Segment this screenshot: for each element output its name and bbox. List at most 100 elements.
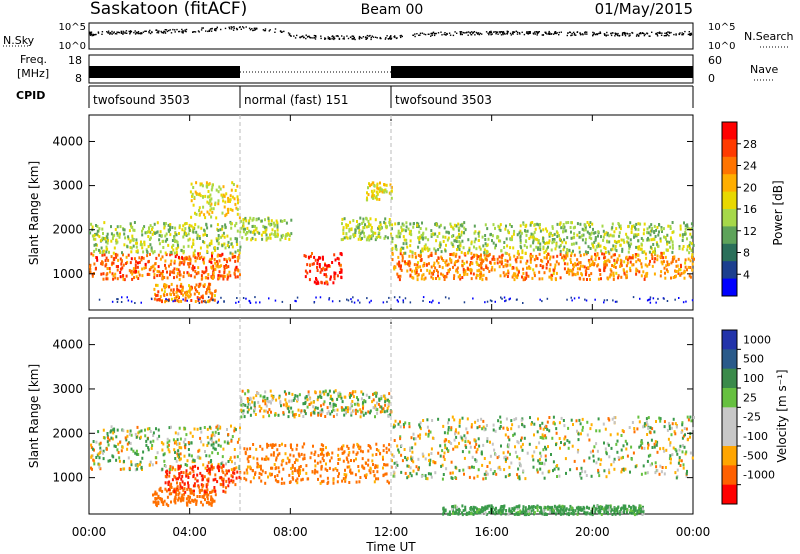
velocity-cell bbox=[124, 436, 127, 440]
velocity-cell bbox=[668, 457, 671, 461]
power-cell bbox=[669, 227, 672, 230]
power-cell bbox=[137, 270, 140, 274]
nsky-point bbox=[689, 33, 691, 36]
power-cell bbox=[594, 254, 597, 258]
power-cell bbox=[603, 256, 605, 260]
power-cell bbox=[169, 228, 171, 232]
velocity-cell bbox=[386, 409, 389, 413]
velocity-cell bbox=[118, 459, 121, 463]
nsky-point bbox=[314, 35, 317, 37]
power-cell bbox=[147, 235, 150, 238]
power-cell bbox=[221, 195, 224, 199]
velocity-cell bbox=[140, 466, 143, 470]
power-cell bbox=[408, 254, 411, 258]
velocity-cell bbox=[110, 436, 113, 440]
power-cell bbox=[379, 187, 382, 191]
power-cell bbox=[565, 221, 568, 225]
power-cell bbox=[657, 297, 659, 300]
velocity-cell bbox=[337, 447, 340, 451]
power-cell bbox=[616, 257, 619, 261]
power-cell bbox=[191, 266, 194, 270]
power-cell bbox=[122, 253, 124, 257]
power-cell bbox=[137, 261, 139, 265]
nsky-point bbox=[264, 29, 267, 32]
velocity-cell bbox=[533, 433, 535, 437]
power-cell bbox=[123, 232, 126, 236]
velocity-cell bbox=[322, 453, 325, 457]
power-cell bbox=[178, 232, 180, 235]
power-cell bbox=[607, 250, 610, 254]
power-cell bbox=[244, 227, 246, 231]
power-cell bbox=[409, 274, 412, 278]
velocity-cell bbox=[212, 446, 215, 450]
velocity-cell bbox=[341, 479, 344, 483]
nsky-point bbox=[107, 30, 110, 32]
velocity-cell bbox=[193, 459, 196, 463]
velocity-cell bbox=[317, 454, 320, 458]
velocity-cell bbox=[214, 430, 217, 434]
velocity-cell bbox=[382, 457, 384, 461]
velocity-cell bbox=[180, 470, 183, 474]
velocity-cell bbox=[135, 435, 138, 439]
power-cell bbox=[195, 283, 198, 287]
power-cell bbox=[315, 277, 317, 280]
power-cell bbox=[198, 209, 200, 213]
power-cell bbox=[430, 254, 433, 257]
power-cell bbox=[193, 266, 196, 270]
power-cell bbox=[186, 299, 188, 302]
power-cell bbox=[493, 268, 496, 272]
velocity-cell bbox=[274, 443, 277, 447]
power-cell bbox=[96, 256, 98, 260]
nsky-point bbox=[610, 32, 612, 35]
power-cell bbox=[443, 274, 445, 278]
power-cell bbox=[146, 273, 149, 276]
power-cell bbox=[409, 239, 412, 243]
power-cell bbox=[604, 247, 607, 251]
power-cell bbox=[436, 259, 438, 263]
power-cell bbox=[178, 263, 181, 267]
power-cell bbox=[402, 235, 405, 239]
power-cell bbox=[409, 244, 412, 248]
power-cell bbox=[571, 270, 574, 274]
power-cell bbox=[210, 207, 213, 211]
power-cell bbox=[340, 238, 343, 242]
velocity-cell bbox=[170, 425, 172, 429]
power-cell bbox=[164, 222, 167, 225]
power-cell bbox=[234, 268, 237, 272]
power-cell bbox=[642, 238, 645, 242]
velocity-cell bbox=[291, 476, 294, 480]
power-cell bbox=[172, 243, 175, 247]
power-cell bbox=[103, 237, 106, 240]
velocity-cell bbox=[376, 408, 379, 412]
power-cell bbox=[172, 288, 175, 292]
power-cell bbox=[400, 225, 403, 229]
power-cell bbox=[486, 227, 489, 231]
power-cell bbox=[208, 299, 211, 303]
velocity-cell bbox=[222, 471, 225, 475]
velocity-cell bbox=[279, 401, 282, 405]
velocity-cell bbox=[167, 481, 170, 485]
power-cell bbox=[169, 273, 171, 277]
velocity-cell bbox=[337, 458, 340, 461]
velocity-cell bbox=[151, 444, 154, 447]
nsky-point bbox=[89, 33, 91, 35]
nsky-point bbox=[473, 31, 476, 33]
nsky-point bbox=[621, 33, 624, 36]
power-cell bbox=[361, 236, 363, 240]
velocity-cell bbox=[464, 444, 467, 448]
power-cell bbox=[471, 262, 474, 266]
power-cell bbox=[589, 247, 592, 250]
power-cell bbox=[315, 296, 317, 299]
power-cell bbox=[632, 263, 635, 267]
power-cell bbox=[610, 248, 613, 252]
velocity-cell bbox=[270, 410, 272, 414]
velocity-cell bbox=[377, 477, 380, 481]
power-cell bbox=[367, 193, 370, 197]
power-cell bbox=[470, 277, 473, 281]
power-cell bbox=[656, 226, 659, 229]
power-cell bbox=[614, 300, 617, 303]
nsky-point bbox=[606, 31, 608, 34]
velocity-cell bbox=[356, 451, 359, 455]
velocity-cell bbox=[629, 470, 631, 474]
power-cell bbox=[323, 273, 326, 277]
